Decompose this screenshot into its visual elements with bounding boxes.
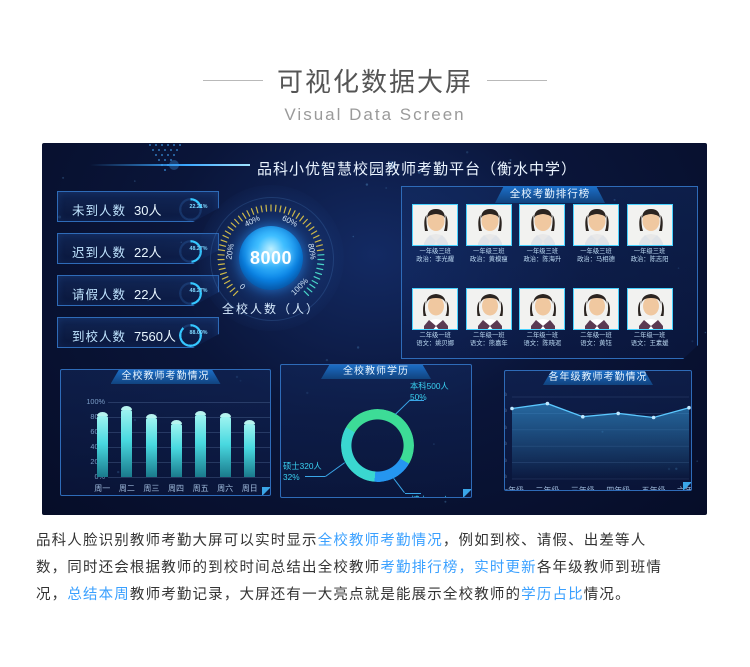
svg-text:80%: 80% — [306, 243, 317, 260]
svg-text:0: 0 — [238, 282, 248, 292]
svg-text:20%: 20% — [224, 243, 235, 260]
svg-text:40%: 40% — [243, 213, 261, 228]
svg-text:60%: 60% — [281, 213, 299, 228]
